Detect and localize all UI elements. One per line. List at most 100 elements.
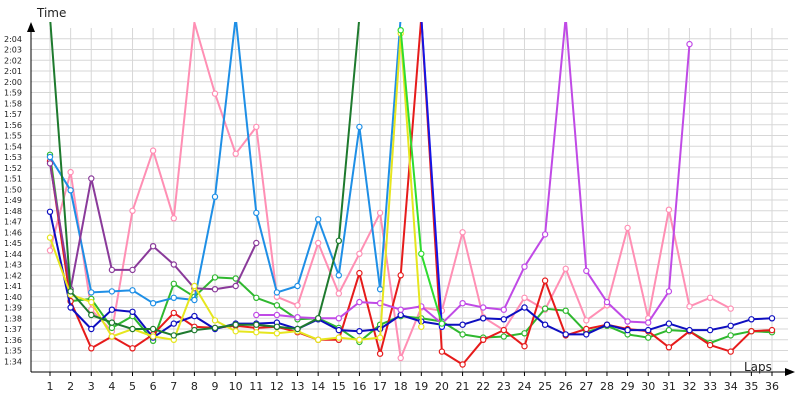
y-tick-label: 1:41 [4, 282, 22, 291]
x-axis-label: Laps [744, 360, 772, 374]
data-point [67, 168, 74, 176]
data-point [88, 345, 95, 352]
data-point [273, 323, 281, 330]
x-axis-arrow [785, 368, 795, 376]
data-point [727, 332, 734, 339]
series-11 [397, 27, 446, 327]
data-point [706, 326, 714, 334]
data-point [191, 326, 198, 334]
data-point [294, 302, 301, 309]
y-tick-label: 2:04 [4, 35, 22, 44]
data-point [294, 314, 301, 321]
data-point [149, 242, 157, 250]
y-tick-label: 1:45 [4, 239, 22, 248]
data-point [603, 321, 611, 328]
data-point [253, 329, 260, 336]
data-point [706, 341, 714, 349]
y-tick-label: 1:57 [4, 110, 22, 119]
data-point [149, 300, 157, 307]
data-point [129, 345, 136, 352]
data-point [253, 311, 260, 319]
axes: Time Laps [27, 6, 795, 376]
data-point [645, 326, 652, 334]
y-tick-label: 1:54 [4, 142, 22, 151]
y-tick-label: 2:01 [4, 67, 22, 76]
x-tick-label: 27 [579, 380, 593, 393]
series-9 [49, 22, 360, 339]
y-tick-label: 1:48 [4, 207, 22, 216]
x-tick-label: 1 [47, 380, 54, 393]
data-point [521, 330, 528, 337]
y-tick-label: 1:43 [4, 261, 22, 270]
data-point [521, 304, 528, 311]
x-tick-label: 22 [476, 380, 490, 393]
data-point [397, 311, 404, 319]
data-point [170, 309, 177, 317]
data-point [88, 175, 95, 182]
data-point [129, 266, 136, 274]
data-point [273, 289, 281, 296]
data-point [211, 317, 219, 324]
y-tick-label: 1:46 [4, 228, 22, 237]
y-tick-label: 1:34 [4, 357, 22, 366]
x-tick-label: 35 [744, 380, 758, 393]
data-point [480, 315, 487, 322]
y-tick-label: 2:02 [4, 56, 22, 65]
y-tick-label: 1:58 [4, 99, 22, 108]
y-tick-label: 1:59 [4, 89, 22, 98]
y-tick-labels: 1:341:35 1:36 1:37 1:381:39 1:40 1:41 1:421:43… [4, 35, 22, 367]
x-tick-label: 5 [129, 380, 136, 393]
data-point [211, 286, 219, 293]
x-tick-label: 19 [414, 380, 428, 393]
y-tick-label: 1:49 [4, 196, 22, 205]
data-point [129, 287, 136, 294]
data-point [665, 326, 673, 334]
data-point [397, 27, 404, 34]
x-tick-label: 13 [291, 380, 305, 393]
data-point [521, 294, 528, 301]
x-tick-labels: 1 2 3 4 5 6 7 8 9 10 11 12 13 14 15 16 17 18 19 20 21 22 23 24 2… [47, 380, 780, 393]
y-tick-label: 1:56 [4, 121, 22, 130]
data-point [108, 288, 116, 295]
y-tick-label: 1:44 [4, 250, 22, 259]
series-line [256, 22, 691, 325]
x-tick-label: 10 [229, 380, 243, 393]
data-point [686, 303, 693, 310]
data-point [149, 333, 157, 340]
data-point [686, 326, 693, 334]
data-point [191, 282, 198, 290]
data-point [129, 308, 136, 315]
grid-lines [31, 28, 788, 376]
data-point [253, 209, 260, 217]
y-tick-label: 1:35 [4, 347, 22, 356]
data-point [67, 304, 74, 311]
data-point [356, 123, 363, 131]
data-point [438, 348, 446, 355]
y-tick-label: 1:37 [4, 325, 22, 334]
data-point [170, 280, 177, 287]
data-point [129, 207, 136, 214]
data-point [480, 304, 487, 311]
data-point [335, 237, 342, 244]
x-tick-label: 16 [352, 380, 366, 393]
data-point [768, 326, 776, 334]
data-point [356, 269, 363, 277]
data-point [541, 231, 549, 238]
data-point [500, 316, 507, 323]
data-point [665, 288, 673, 295]
data-point [211, 193, 219, 200]
data-point [376, 286, 384, 293]
data-point [335, 326, 342, 334]
series-line [49, 22, 360, 337]
y-tick-label: 2:03 [4, 46, 22, 55]
data-point [149, 147, 157, 154]
data-point [67, 288, 74, 295]
data-point [335, 315, 342, 322]
data-point [46, 247, 54, 254]
data-point [170, 332, 177, 339]
data-point [624, 318, 631, 325]
x-tick-label: 29 [621, 380, 635, 393]
data-point [748, 328, 755, 335]
data-point [459, 300, 466, 307]
